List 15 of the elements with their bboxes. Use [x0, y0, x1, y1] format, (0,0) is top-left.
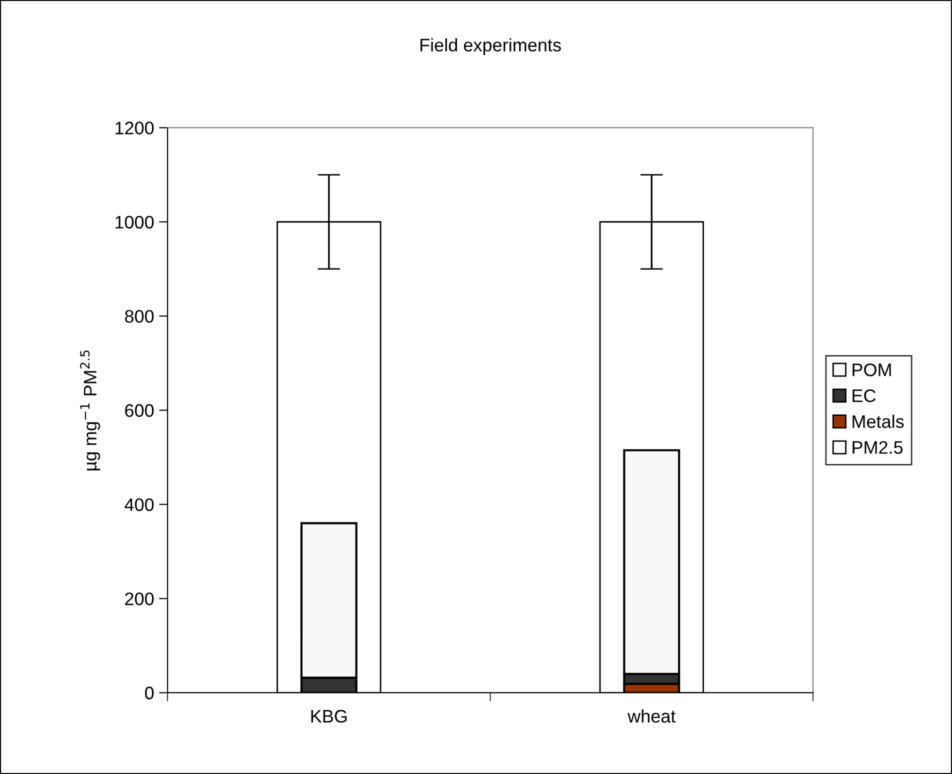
- y-tick-label: 1000: [116, 216, 154, 229]
- x-tick-label: wheat: [628, 709, 676, 723]
- y-tick-label: 800: [125, 310, 154, 323]
- legend-label: POM: [852, 363, 891, 376]
- y-tick-label: 0: [145, 686, 154, 700]
- y-tick-label: 600: [125, 404, 154, 417]
- x-tick-label: KBG: [311, 710, 347, 723]
- legend-label: EC: [852, 389, 876, 402]
- y-tick-label: 1200: [116, 122, 154, 134]
- chart-title: Field experiments: [420, 38, 561, 56]
- y-tick-label: 200: [125, 592, 154, 606]
- legend-label: PM2.5: [852, 441, 903, 454]
- y-tick-label: 400: [124, 498, 154, 512]
- legend-label: Metals: [852, 414, 904, 428]
- y-axis-title: µg mg$^{−1}$ PM$^{2.5}$: [80, 350, 100, 470]
